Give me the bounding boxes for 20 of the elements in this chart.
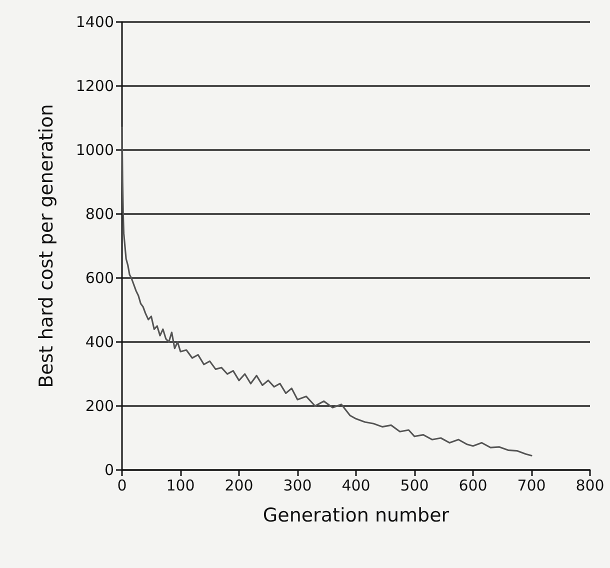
y-tick-label: 1400 <box>76 13 114 31</box>
x-tick-label: 300 <box>283 476 312 494</box>
x-axis-title: Generation number <box>262 504 450 526</box>
x-tick-label: 500 <box>400 476 429 494</box>
y-tick-label: 800 <box>85 205 114 223</box>
line-series <box>121 126 532 456</box>
y-tick-label: 0 <box>104 461 114 479</box>
y-tick-label: 600 <box>85 269 114 287</box>
x-tick-label: 100 <box>166 476 195 494</box>
x-tick-label: 800 <box>576 476 604 494</box>
x-tick-label: 0 <box>117 476 127 494</box>
x-tick-label: 700 <box>517 476 546 494</box>
y-axis-title: Best hard cost per generation <box>36 104 58 388</box>
y-tick-label: 400 <box>85 333 114 351</box>
y-tick-label: 1200 <box>76 77 114 95</box>
x-tick-label: 400 <box>342 476 370 494</box>
y-tick-label: 1000 <box>76 141 114 159</box>
x-tick-label: 200 <box>224 476 254 494</box>
y-tick-label: 200 <box>85 397 114 415</box>
x-tick-label: 600 <box>458 476 488 494</box>
